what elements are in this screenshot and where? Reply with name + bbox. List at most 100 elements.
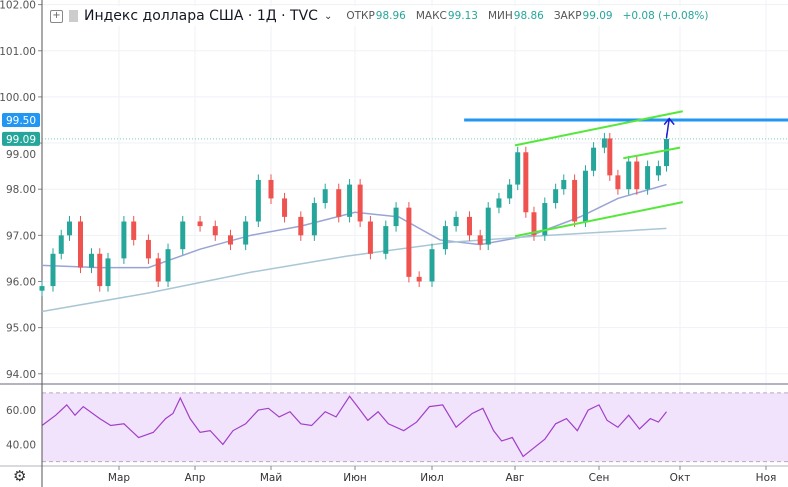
trend-channel-line [514, 201, 683, 238]
candle-body [523, 152, 529, 213]
candle-body [357, 184, 363, 222]
candle-body [626, 161, 632, 190]
close-label: ЗАКР [553, 10, 582, 22]
candle-body [572, 179, 578, 222]
price-tick-label: 98.00 [6, 184, 36, 196]
time-tick-label: Авг [506, 472, 525, 484]
low-value: 98.86 [513, 10, 544, 22]
trend-channel-line [623, 146, 681, 160]
candle-body [97, 253, 103, 287]
price-label-badge [2, 112, 40, 127]
moving-average-line [41, 227, 667, 313]
price-label-text: 99.09 [6, 134, 36, 146]
price-label-badge [2, 131, 40, 146]
candle-body [615, 175, 621, 190]
candle-body [466, 216, 472, 236]
chevron-down-icon[interactable]: ⌄ [323, 10, 333, 22]
price-tick-label: 96.00 [6, 276, 36, 288]
candle-body [453, 216, 459, 227]
symbol-title[interactable]: Индекс доллара США · 1Д · TVC [84, 8, 318, 24]
high-value: 99.13 [447, 10, 478, 22]
candle-body [507, 184, 513, 199]
trend-channel-line [514, 110, 683, 147]
candle-body [180, 221, 186, 250]
time-tick-label: Апр [185, 472, 206, 484]
arrow-head-icon [663, 117, 675, 126]
candle-body [50, 253, 56, 287]
candle-body [442, 226, 448, 250]
price-tick-label: 94.00 [6, 369, 36, 381]
candle-body [531, 212, 537, 236]
price-tick-label: 97.00 [6, 230, 36, 242]
candle-body [393, 207, 399, 227]
candle-body [416, 276, 422, 282]
candle-body [105, 258, 111, 287]
plus-square-icon[interactable]: + [50, 9, 63, 23]
candle-body [78, 221, 83, 268]
time-tick-label: Июн [343, 472, 367, 484]
candle-body [322, 189, 328, 204]
time-tick-label: Мар [108, 472, 130, 484]
candle-body [282, 198, 288, 217]
candle-body [58, 235, 64, 254]
price-label-text: 99.50 [6, 115, 36, 127]
candle-body [89, 253, 94, 268]
candle-body [255, 179, 261, 222]
candle-body [429, 249, 435, 282]
candle-body [268, 179, 274, 199]
candle-body [298, 216, 304, 236]
change-value: +0.08 (+0.08%) [622, 10, 709, 22]
candle-body [227, 235, 233, 245]
open-label: ОТКР [346, 10, 375, 22]
candle-body [591, 147, 597, 171]
time-tick-label: Сен [589, 472, 610, 484]
rsi-tick-label: 60.00 [6, 405, 36, 417]
candle-body [607, 138, 613, 176]
high-label: МАКС [415, 10, 447, 22]
gear-icon[interactable]: ⚙ [13, 467, 27, 485]
candle-body [553, 189, 559, 204]
price-tick-label: 101.00 [0, 46, 36, 58]
open-value: 98.96 [375, 10, 406, 22]
candle-body [67, 221, 72, 236]
candle-body [336, 189, 342, 217]
price-tick-label: 95.00 [6, 323, 36, 335]
candle-body [383, 226, 389, 254]
chart-legend: + Индекс доллара США · 1Д · TVC ⌄ ОТКР 98… [50, 6, 713, 26]
candle-body [131, 221, 137, 240]
price-tick-label: 100.00 [0, 92, 36, 104]
low-label: МИН [487, 10, 513, 22]
time-tick-label: Май [260, 472, 282, 484]
candle-body [645, 166, 651, 190]
time-tick-label: Окт [670, 472, 691, 484]
candle-body [145, 239, 151, 259]
candle-body [601, 138, 607, 148]
time-tick-label: Ноя [756, 472, 777, 484]
candle-body [367, 221, 373, 254]
candle-body [155, 258, 161, 282]
candle-body [347, 184, 353, 217]
candle-body [655, 166, 661, 176]
candle-body [542, 203, 548, 236]
candle-body [39, 286, 45, 291]
candle-body [634, 161, 640, 190]
rsi-band [42, 392, 788, 462]
time-tick-label: Июл [420, 472, 443, 484]
price-tick-label: 102.00 [0, 0, 36, 12]
candle-body [165, 249, 171, 282]
arrow-line [665, 118, 670, 139]
rsi-line [41, 395, 667, 458]
candle-body [212, 226, 218, 236]
candle-body [515, 152, 521, 185]
candle-body [406, 207, 412, 277]
price-tick-label: 99.00 [6, 149, 36, 161]
candle-body [311, 203, 317, 236]
candle-body [121, 221, 127, 259]
candle-body [243, 221, 249, 245]
candle-body [664, 138, 669, 167]
close-value: 99.09 [582, 10, 613, 22]
candle-body [561, 179, 567, 190]
candle-body [485, 207, 491, 245]
candle-body [582, 170, 588, 222]
